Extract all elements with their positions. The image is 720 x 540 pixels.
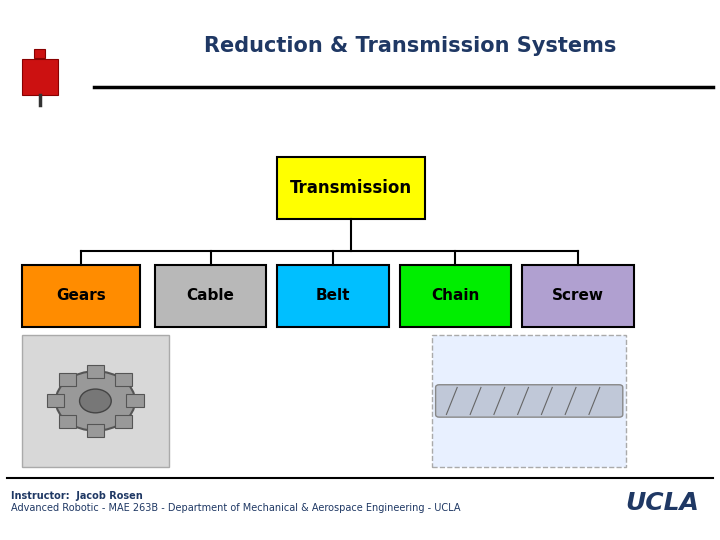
Text: Belt: Belt xyxy=(316,288,350,303)
FancyBboxPatch shape xyxy=(87,365,104,378)
FancyBboxPatch shape xyxy=(59,374,76,387)
FancyBboxPatch shape xyxy=(436,384,623,417)
FancyBboxPatch shape xyxy=(522,265,634,327)
FancyBboxPatch shape xyxy=(59,415,76,428)
FancyBboxPatch shape xyxy=(127,394,143,407)
FancyBboxPatch shape xyxy=(155,265,266,327)
FancyBboxPatch shape xyxy=(22,265,140,327)
FancyBboxPatch shape xyxy=(114,415,132,428)
Text: UCLA: UCLA xyxy=(626,491,699,515)
FancyBboxPatch shape xyxy=(87,424,104,437)
FancyBboxPatch shape xyxy=(114,374,132,387)
FancyBboxPatch shape xyxy=(48,394,65,407)
Text: Screw: Screw xyxy=(552,288,604,303)
FancyBboxPatch shape xyxy=(34,49,45,58)
FancyBboxPatch shape xyxy=(277,265,389,327)
Text: Chain: Chain xyxy=(431,288,480,303)
Text: Reduction & Transmission Systems: Reduction & Transmission Systems xyxy=(204,36,616,56)
Text: Instructor:  Jacob Rosen: Instructor: Jacob Rosen xyxy=(11,491,143,501)
FancyBboxPatch shape xyxy=(22,335,169,467)
Text: Advanced Robotic - MAE 263B - Department of Mechanical & Aerospace Engineering -: Advanced Robotic - MAE 263B - Department… xyxy=(11,503,460,512)
Text: Gears: Gears xyxy=(56,288,106,303)
Text: Cable: Cable xyxy=(186,288,235,303)
FancyBboxPatch shape xyxy=(432,335,626,467)
Text: Transmission: Transmission xyxy=(290,179,412,197)
FancyBboxPatch shape xyxy=(400,265,511,327)
Circle shape xyxy=(56,372,135,431)
FancyBboxPatch shape xyxy=(277,157,425,219)
Circle shape xyxy=(79,389,112,413)
FancyBboxPatch shape xyxy=(22,59,58,94)
